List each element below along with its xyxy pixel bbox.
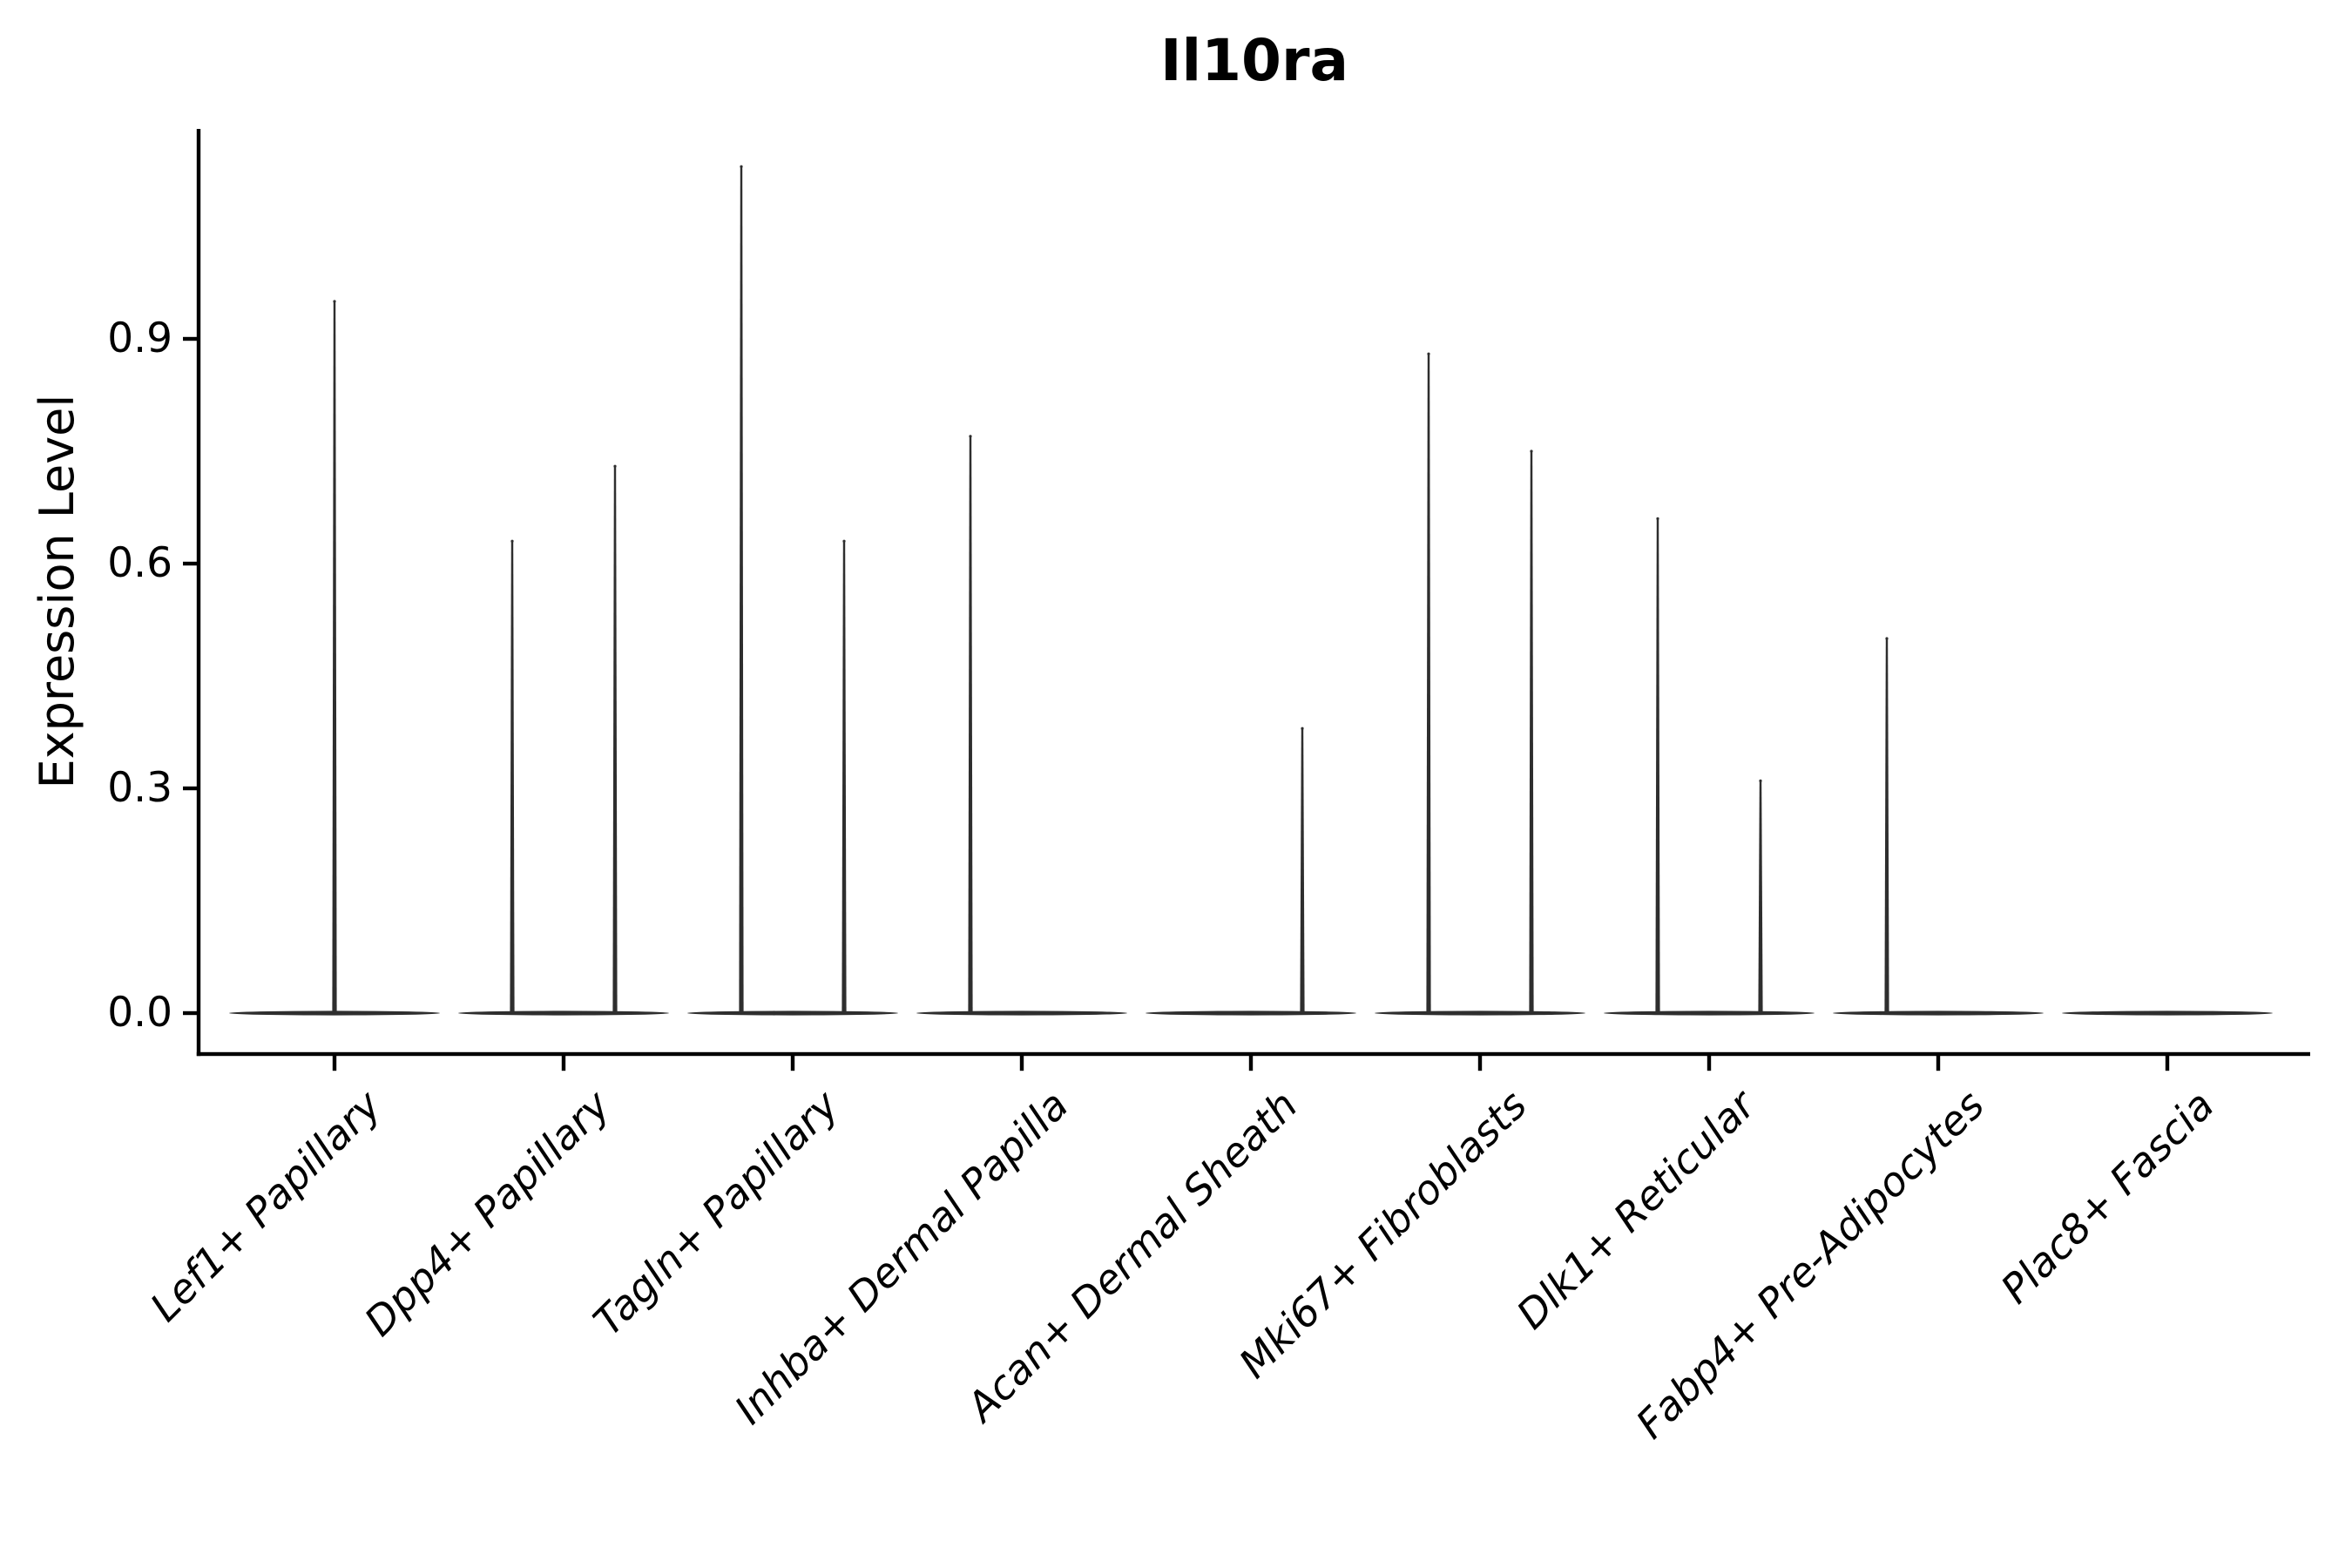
violin-spike — [739, 166, 744, 1014]
violin-spike-tip — [1427, 352, 1430, 355]
y-tick-label: 0.3 — [107, 764, 172, 812]
violin-body — [458, 1010, 669, 1016]
y-tick-mark — [183, 561, 199, 566]
violin-spike — [1529, 451, 1534, 1014]
x-tick-mark — [1707, 1055, 1712, 1071]
violin-spike-tip — [1885, 637, 1889, 640]
violin-spike — [1300, 728, 1305, 1014]
x-axis-line — [196, 1051, 2310, 1057]
violin-spike-tip — [740, 165, 743, 168]
x-tick-mark — [1477, 1055, 1483, 1071]
x-tick-mark — [332, 1055, 337, 1071]
violin-body — [1833, 1010, 2044, 1016]
violin-spike — [612, 466, 618, 1014]
x-tick-mark — [1936, 1055, 1941, 1071]
y-tick-label: 0.6 — [107, 539, 172, 587]
violin-spike — [332, 301, 337, 1014]
x-tick-mark — [1019, 1055, 1024, 1071]
violin-body — [1375, 1010, 1585, 1016]
violin-spike-tip — [510, 539, 514, 543]
y-tick-label: 0.9 — [107, 314, 172, 362]
violin-spike — [510, 541, 515, 1014]
violin-body — [687, 1010, 898, 1016]
x-tick-mark — [2165, 1055, 2170, 1071]
x-tick-mark — [561, 1055, 566, 1071]
violin-spike-tip — [1530, 449, 1533, 453]
violin-spike-tip — [842, 539, 846, 543]
violin-spike-tip — [333, 300, 336, 303]
violin-body — [916, 1010, 1127, 1016]
violin-body — [1146, 1010, 1356, 1016]
violin-spike — [1884, 639, 1889, 1014]
y-axis-label: Expression Level — [30, 394, 84, 789]
y-tick-label: 0.0 — [107, 989, 172, 1037]
x-tick-mark — [1248, 1055, 1254, 1071]
violin-spike-tip — [1759, 779, 1762, 783]
y-tick-mark — [183, 336, 199, 341]
violin-spike — [1426, 354, 1431, 1014]
y-axis-line — [196, 129, 201, 1057]
violin-spike — [1655, 518, 1660, 1014]
violin-spike-tip — [1301, 727, 1304, 730]
x-tick-mark — [790, 1055, 795, 1071]
violin-spike — [1758, 781, 1763, 1014]
y-tick-mark — [183, 1010, 199, 1016]
violin-spike-tip — [969, 435, 972, 438]
violin-body — [2062, 1010, 2273, 1016]
violin-spike — [841, 541, 847, 1014]
violin-spike-tip — [1656, 517, 1659, 521]
y-tick-mark — [183, 786, 199, 791]
violin-body — [1604, 1010, 1815, 1016]
violin-spike — [968, 436, 973, 1014]
chart-title: Il10ra — [1159, 27, 1349, 94]
violin-spike-tip — [613, 464, 617, 468]
